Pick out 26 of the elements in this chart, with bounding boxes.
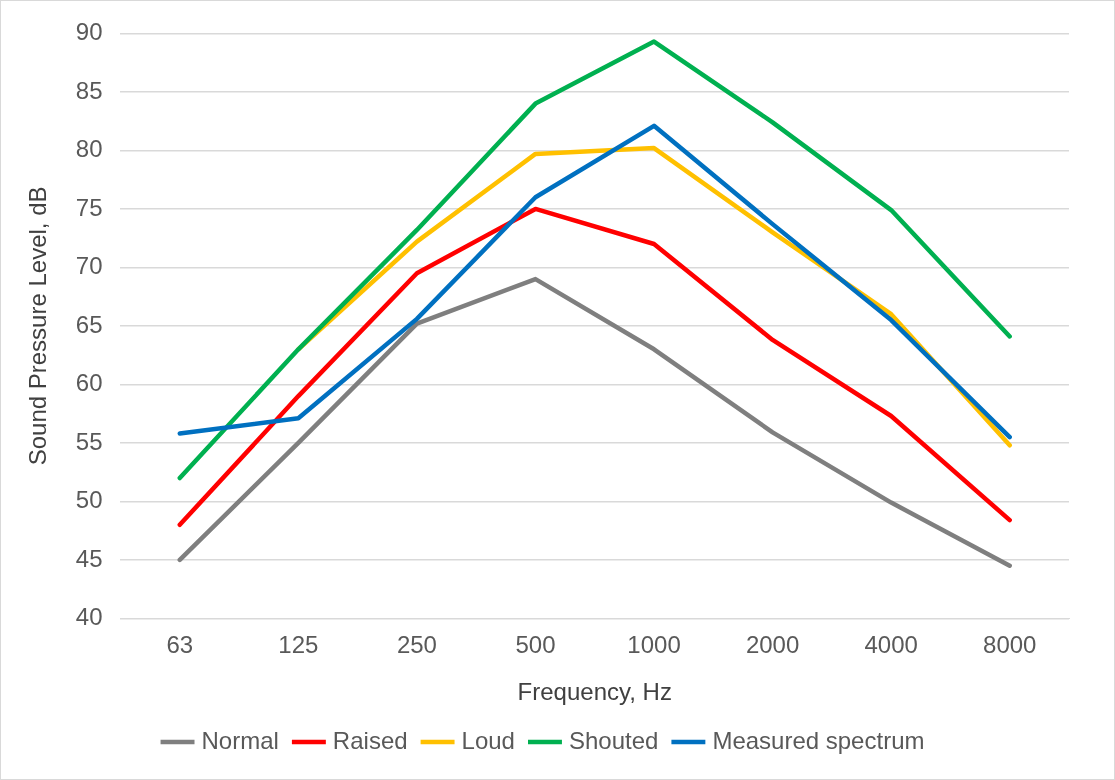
legend-label: Raised — [332, 726, 408, 754]
y-tick-label: 75 — [75, 193, 103, 221]
y-tick-label: 50 — [75, 486, 103, 514]
x-tick-label: 250 — [396, 631, 437, 659]
y-tick-label: 65 — [75, 310, 103, 338]
x-axis-title: Frequency, Hz — [517, 678, 672, 706]
y-tick-label: 85 — [75, 76, 103, 104]
x-tick-label: 8000 — [983, 631, 1037, 659]
y-tick-label: 40 — [75, 603, 103, 631]
y-tick-label: 55 — [75, 427, 103, 455]
x-tick-label: 2000 — [745, 631, 800, 659]
legend-label: Measured spectrum — [712, 726, 925, 754]
x-tick-label: 4000 — [864, 631, 918, 659]
legend-label: Normal — [201, 726, 279, 754]
y-tick-label: 90 — [75, 18, 103, 46]
x-tick-label: 125 — [278, 631, 319, 659]
x-tick-label: 63 — [166, 631, 194, 659]
y-tick-label: 45 — [75, 544, 103, 572]
x-tick-label: 1000 — [627, 631, 681, 659]
x-tick-label: 500 — [515, 631, 556, 659]
y-tick-label: 60 — [75, 369, 103, 397]
y-axis-title: Sound Pressure Level, dB — [24, 186, 52, 466]
legend-label: Shouted — [568, 726, 659, 754]
y-tick-label: 80 — [75, 135, 103, 163]
legend-label: Loud — [461, 726, 515, 754]
y-tick-label: 70 — [75, 252, 103, 280]
